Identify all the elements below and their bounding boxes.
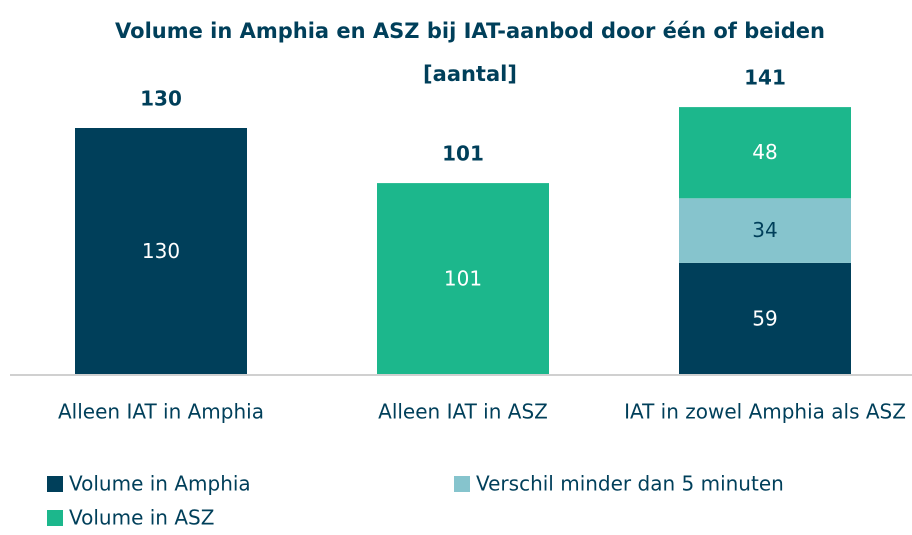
x-tick-label: IAT in zowel Amphia als ASZ xyxy=(624,400,906,424)
bar-segment xyxy=(679,107,851,199)
legend-label: Volume in Amphia xyxy=(69,472,251,496)
bar-segment xyxy=(75,128,247,375)
segment-label: 34 xyxy=(752,218,777,242)
legend-label: Verschil minder dan 5 minuten xyxy=(476,472,784,496)
legend-label: Volume in ASZ xyxy=(69,506,214,530)
total-label: 101 xyxy=(442,142,484,166)
segment-label: 59 xyxy=(752,306,777,330)
legend-swatch xyxy=(454,476,470,492)
total-label: 141 xyxy=(744,66,786,90)
x-tick-label: Alleen IAT in Amphia xyxy=(58,400,264,424)
bar-segment xyxy=(679,198,851,263)
legend-swatch xyxy=(47,476,63,492)
chart-title: Volume in Amphia en ASZ bij IAT-aanbod d… xyxy=(115,19,825,86)
legend-swatch xyxy=(47,510,63,526)
segment-label: 48 xyxy=(752,140,777,164)
segment-label: 101 xyxy=(444,267,482,291)
x-tick-label: Alleen IAT in ASZ xyxy=(378,400,548,424)
segment-label: 130 xyxy=(142,239,180,263)
bar-segment xyxy=(377,183,549,375)
total-label: 130 xyxy=(140,87,182,111)
bar-segment xyxy=(679,262,851,375)
